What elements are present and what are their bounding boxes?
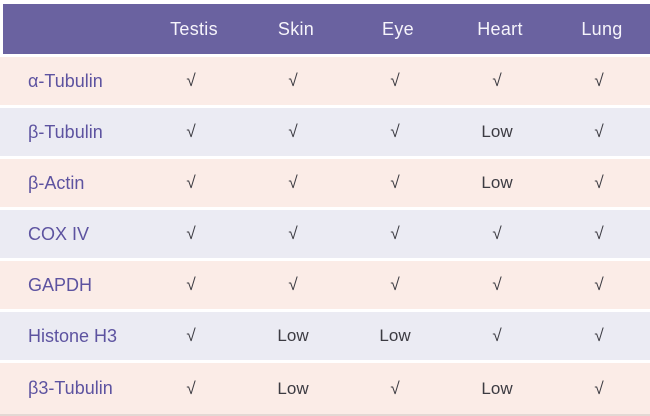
- row-label: β-Actin: [28, 172, 85, 193]
- cell-value: √: [594, 122, 604, 141]
- column-header-heart: Heart: [477, 18, 523, 39]
- cell-value: Low: [481, 173, 513, 192]
- row-label: β3-Tubulin: [28, 378, 113, 398]
- cell-value: √: [186, 326, 196, 345]
- cell-value: √: [492, 275, 502, 294]
- row-label: β-Tubulin: [28, 121, 103, 142]
- cell-value: √: [390, 71, 400, 90]
- cell-value: √: [594, 71, 604, 90]
- cell-value: Low: [277, 378, 309, 398]
- cell-value: √: [288, 275, 298, 294]
- cell-value: √: [492, 326, 502, 345]
- cell-value: √: [594, 275, 604, 294]
- table-header-row: Testis Skin Eye Heart Lung: [3, 4, 650, 54]
- cell-value: √: [186, 224, 196, 243]
- table-row-beta-tubulin: β-Tubulin √ √ √ Low √: [0, 108, 650, 156]
- cell-value: √: [390, 378, 400, 398]
- cell-value: √: [492, 71, 502, 90]
- row-label: GAPDH: [28, 274, 93, 295]
- column-header-testis: Testis: [170, 18, 218, 39]
- row-label: Histone H3: [28, 325, 118, 346]
- cell-value: √: [594, 378, 604, 398]
- cell-value: √: [186, 173, 196, 192]
- table-row-alpha-tubulin: α-Tubulin √ √ √ √ √: [0, 57, 650, 105]
- cell-value: √: [186, 71, 196, 90]
- row-label: α-Tubulin: [28, 70, 103, 91]
- cell-value: √: [594, 224, 604, 243]
- cell-value: √: [492, 224, 502, 243]
- cell-value: Low: [481, 378, 513, 398]
- column-header-eye: Eye: [382, 18, 414, 39]
- cell-value: √: [594, 173, 604, 192]
- table-row-gapdh: GAPDH √ √ √ √ √: [0, 261, 650, 309]
- cell-value: √: [594, 326, 604, 345]
- table-row-beta3-tubulin: β3-Tubulin √ Low √ Low √: [0, 363, 650, 416]
- cell-value: √: [186, 122, 196, 141]
- cell-value: √: [390, 122, 400, 141]
- cell-value: Low: [277, 326, 309, 345]
- table-row-histone-h3: Histone H3 √ Low Low √ √: [0, 312, 650, 360]
- cell-value: √: [288, 224, 298, 243]
- table-row-beta-actin: β-Actin √ √ √ Low √: [0, 159, 650, 207]
- cell-value: √: [186, 378, 196, 398]
- column-header-skin: Skin: [277, 18, 315, 39]
- table-row-cox-iv: COX IV √ √ √ √ √: [0, 210, 650, 258]
- cell-value: Low: [379, 326, 411, 345]
- row-label: COX IV: [28, 223, 90, 244]
- cell-value: √: [288, 173, 298, 192]
- cell-value: √: [186, 275, 196, 294]
- cell-value: √: [288, 71, 298, 90]
- cell-value: √: [390, 224, 400, 243]
- cell-value: Low: [481, 122, 513, 141]
- cell-value: √: [288, 122, 298, 141]
- cell-value: √: [390, 275, 400, 294]
- cell-value: √: [390, 173, 400, 192]
- column-header-lung: Lung: [581, 18, 623, 39]
